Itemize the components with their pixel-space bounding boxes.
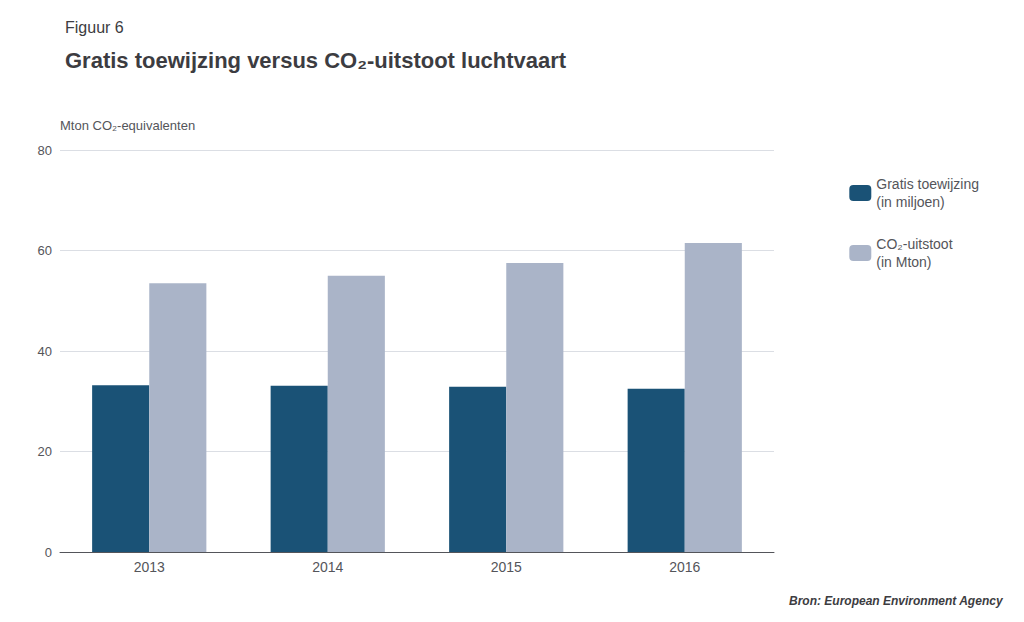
svg-text:2015: 2015: [491, 559, 522, 575]
svg-text:60: 60: [38, 243, 52, 258]
svg-text:80: 80: [38, 143, 52, 158]
svg-text:(in Mton): (in Mton): [876, 254, 931, 270]
svg-text:2016: 2016: [669, 559, 700, 575]
svg-text:2013: 2013: [134, 559, 165, 575]
svg-text:Mton CO₂-equivalenten: Mton CO₂-equivalenten: [60, 118, 195, 133]
svg-text:Bron: European Environment Age: Bron: European Environment Agency: [789, 594, 1004, 608]
svg-text:CO₂-uitstoot: CO₂-uitstoot: [876, 236, 952, 252]
svg-text:40: 40: [38, 344, 52, 359]
svg-text:Gratis toewijzing: Gratis toewijzing: [876, 176, 979, 192]
svg-text:0: 0: [45, 545, 52, 560]
svg-text:(in miljoen): (in miljoen): [876, 194, 944, 210]
svg-text:Figuur 6: Figuur 6: [65, 19, 124, 36]
svg-text:2014: 2014: [312, 559, 343, 575]
svg-text:Gratis toewijzing versus CO₂-u: Gratis toewijzing versus CO₂-uitstoot lu…: [65, 48, 567, 73]
svg-text:20: 20: [38, 444, 52, 459]
